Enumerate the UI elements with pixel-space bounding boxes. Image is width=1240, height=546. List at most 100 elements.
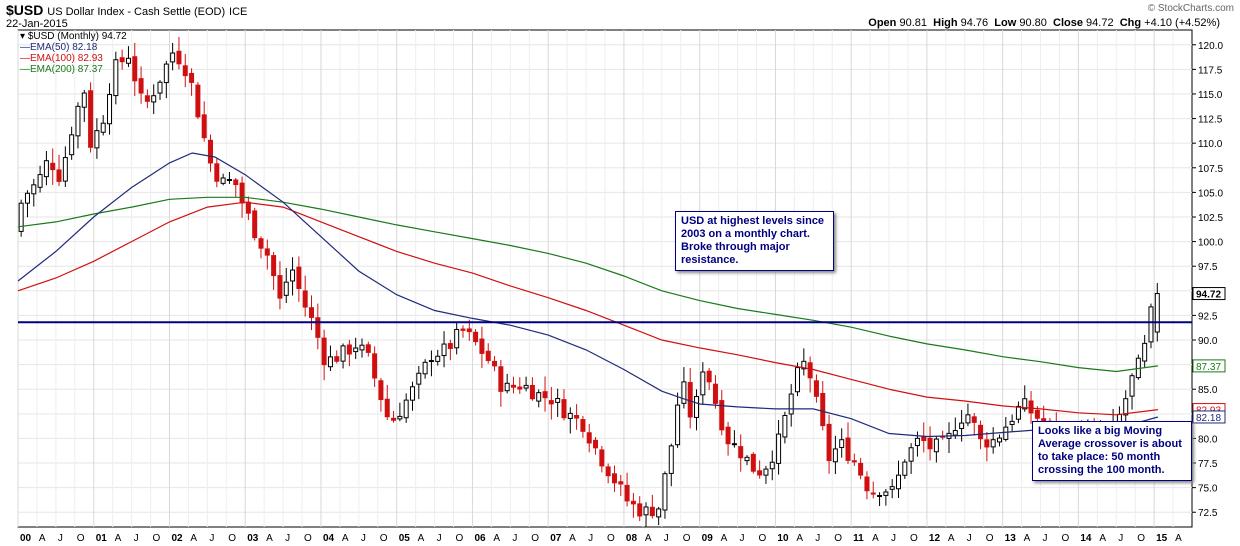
candle-body (37, 174, 43, 188)
x-tick-label: 04 (323, 533, 335, 544)
candle-body (277, 275, 283, 299)
candle-body (1022, 398, 1028, 410)
x-tick-label: J (588, 533, 593, 544)
low-value: 90.80 (1019, 17, 1047, 29)
candle-body (252, 210, 258, 239)
x-tick-label: J (891, 533, 896, 544)
x-tick-label: A (115, 533, 122, 544)
candle-body (858, 462, 864, 476)
candle-body (990, 439, 996, 448)
candle-body (403, 399, 409, 419)
candle-body (731, 443, 737, 446)
candle-body (454, 328, 460, 349)
x-tick-label: O (77, 533, 85, 544)
x-tick-label: 14 (1080, 533, 1092, 544)
candle-body (258, 238, 264, 249)
y-tick-label: 72.5 (1198, 508, 1218, 519)
x-tick-label: O (1061, 533, 1069, 544)
candle-body (586, 432, 592, 444)
candle-body (327, 356, 333, 368)
x-tick-label: J (815, 533, 820, 544)
candle-body (1009, 420, 1015, 426)
candle-body (1129, 375, 1135, 397)
x-tick-label: A (1175, 533, 1182, 544)
candle-body (593, 439, 599, 449)
candle-body (738, 446, 744, 459)
candle-body (334, 356, 340, 362)
low-label: Low (994, 17, 1017, 29)
candle-body (984, 439, 990, 448)
candle-body (435, 355, 441, 362)
candle-body (580, 419, 586, 432)
chg-value: +4.10 (+4.52%) (1144, 17, 1220, 29)
candle-body (839, 439, 845, 448)
candle-body (510, 384, 516, 388)
x-tick-label: 00 (20, 533, 32, 544)
open-label: Open (868, 17, 897, 29)
candle-body (201, 114, 207, 139)
candle-body (283, 281, 289, 296)
x-tick-label: O (758, 533, 766, 544)
x-tick-label: J (1043, 533, 1048, 544)
candle-body (498, 366, 504, 392)
x-tick-label: 11 (853, 533, 864, 544)
price-label: 82.18 (1196, 413, 1221, 424)
x-tick-label: J (209, 533, 214, 544)
candle-body (88, 90, 94, 148)
candle-body (56, 169, 62, 182)
candle-body (908, 447, 914, 462)
close-value: 94.72 (1086, 17, 1114, 29)
candle-body (271, 255, 277, 277)
candle-body (1148, 306, 1154, 343)
x-tick-label: J (285, 533, 290, 544)
candle-body (340, 345, 346, 362)
candle-body (422, 361, 428, 375)
candle-body (807, 362, 813, 379)
candle-body (18, 202, 24, 232)
x-tick-label: 01 (96, 533, 108, 544)
x-tick-label: A (872, 533, 879, 544)
candle-body (933, 438, 939, 453)
high-label: High (933, 17, 958, 29)
y-tick-label: 77.5 (1198, 459, 1218, 470)
close-label: Close (1053, 17, 1083, 29)
x-tick-label: A (418, 533, 425, 544)
candle-body (630, 500, 636, 505)
y-tick-label: 107.5 (1198, 164, 1223, 175)
candle-body (643, 506, 649, 516)
candle-body (50, 162, 56, 171)
x-tick-label: A (796, 533, 803, 544)
y-tick-label: 85.0 (1198, 385, 1218, 396)
x-tick-label: J (361, 533, 366, 544)
x-tick-label: O (910, 533, 918, 544)
chart-title: $USD US Dollar Index - Cash Settle (EOD)… (6, 2, 247, 18)
x-tick-label: 06 (474, 533, 486, 544)
x-tick-label: 05 (399, 533, 411, 544)
candle-body (485, 350, 491, 361)
y-tick-label: 75.0 (1198, 484, 1218, 495)
candle-body (864, 476, 870, 492)
candle-body (687, 382, 693, 418)
candle-body (75, 105, 81, 137)
candle-body (504, 382, 510, 392)
y-tick-label: 105.0 (1198, 188, 1223, 199)
x-tick-label: O (607, 533, 615, 544)
candle-body (176, 50, 182, 65)
candle-body (416, 372, 422, 385)
candle-body (769, 461, 775, 470)
candle-body (119, 57, 125, 63)
x-tick-label: A (645, 533, 652, 544)
ema200-line (17, 196, 1158, 373)
candle-body (43, 160, 49, 178)
candle-body (611, 473, 617, 484)
y-tick-label: 92.5 (1198, 311, 1218, 322)
candle-body (801, 360, 807, 370)
candle-body (397, 415, 403, 420)
candle-body (712, 383, 718, 404)
x-tick-label: J (967, 533, 972, 544)
candle-body (163, 63, 169, 84)
y-tick-label: 112.5 (1198, 115, 1223, 126)
price-label: 87.37 (1196, 362, 1221, 373)
x-tick-label: J (512, 533, 517, 544)
price-label: 94.72 (1196, 290, 1221, 301)
